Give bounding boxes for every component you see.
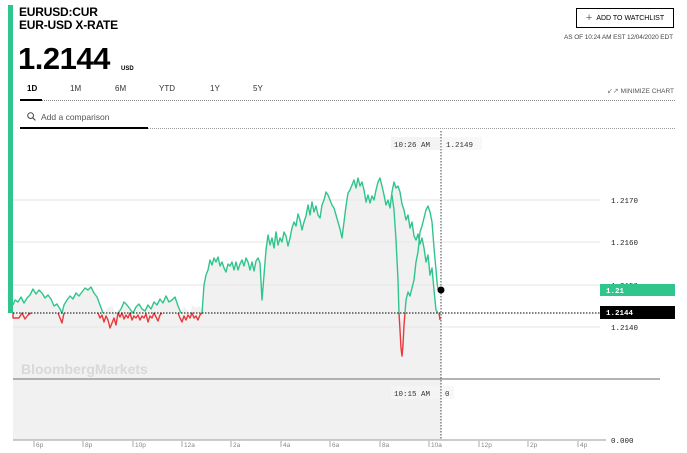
crosshair-time-bg — [391, 137, 440, 150]
crosshair-price-bg — [442, 137, 482, 150]
tab-1y[interactable]: 1Y — [210, 84, 220, 93]
comparison-search[interactable] — [20, 106, 148, 127]
tab-ytd[interactable]: YTD — [159, 84, 175, 93]
price-area — [13, 178, 441, 379]
chart-top-divider — [148, 128, 675, 129]
y-tick-1.2160: 1.2160 — [611, 240, 639, 248]
search-icon — [27, 112, 36, 121]
active-tab-indicator — [20, 99, 42, 101]
x-tick-10a: 10a — [431, 442, 442, 449]
price-line-up — [391, 194, 400, 314]
price-line-down — [438, 312, 441, 321]
bloomberg-watermark: BloombergMarkets — [21, 361, 148, 377]
price-line-down — [398, 312, 406, 357]
price-line-up — [117, 295, 182, 314]
crosshair-price: 1.2149 — [446, 142, 473, 150]
previous-close-flag-label: 1.2144 — [606, 310, 634, 318]
watchlist-label: ADD TO WATCHLIST — [596, 14, 665, 22]
x-tick-4p: 4p — [580, 442, 588, 449]
x-tick-12a: 12a — [184, 442, 195, 449]
as-of-timestamp: AS OF 10:24 AM EST 12/04/2020 EDT — [564, 34, 673, 41]
collapse-arrows-icon: ↙↗ — [606, 88, 619, 95]
x-tick-6a: 6a — [332, 442, 340, 449]
tab-6m[interactable]: 6M — [115, 84, 127, 93]
minimize-label: MINIMIZE CHART — [620, 88, 674, 95]
x-tick-10p: 10p — [135, 442, 146, 449]
tabs-divider — [42, 100, 675, 101]
crosshair-volume-time-bg — [391, 386, 440, 399]
x-tick-8a: 8a — [382, 442, 390, 449]
add-to-watchlist-button[interactable]: + ADD TO WATCHLIST — [576, 8, 674, 28]
current-price-flag — [600, 284, 675, 296]
price-currency: USD — [121, 66, 134, 72]
crosshair-volume-time: 10:15 AM — [394, 391, 431, 399]
current-price-flag-label: 1.21 — [606, 288, 625, 296]
x-tick-8p: 8p — [85, 442, 93, 449]
instrument-name: EUR-USD X-RATE — [19, 18, 118, 32]
accent-bar — [8, 5, 13, 313]
tab-1d[interactable]: 1D — [27, 84, 38, 93]
x-axis: 6p 8p 10p 12a 2a 4a 6a 8a 10a 12p 2p 4p — [33, 441, 588, 449]
price-line-up — [12, 286, 104, 314]
crosshair-volume-bg — [442, 386, 454, 399]
price-line-down — [12, 312, 32, 320]
crosshair-point — [437, 286, 445, 294]
previous-close-flag — [600, 306, 675, 319]
x-tick-6p: 6p — [36, 442, 44, 449]
y-tick-1.2170: 1.2170 — [611, 198, 639, 206]
volume-tick: 0.000 — [611, 438, 634, 446]
price-line-down — [57, 312, 65, 324]
plus-icon: + — [585, 12, 593, 24]
x-tick-2p: 2p — [530, 442, 538, 449]
tab-1m[interactable]: 1M — [70, 84, 82, 93]
x-tick-2a: 2a — [233, 442, 241, 449]
y-tick-1.2140: 1.2140 — [611, 325, 639, 333]
x-tick-4a: 4a — [283, 442, 291, 449]
current-price: 1.2144 — [18, 41, 110, 76]
x-tick-12p: 12p — [481, 442, 492, 449]
comparison-underline — [20, 127, 148, 129]
volume-future-area — [441, 379, 660, 440]
minimize-chart-button[interactable]: ↙↗ MINIMIZE CHART — [607, 87, 674, 95]
ticker-symbol: EURUSD:CUR — [19, 5, 98, 19]
price-line-up — [404, 205, 439, 314]
price-line-up — [201, 177, 439, 314]
timeframe-tabs: 1D 1M 6M YTD 1Y 5Y — [20, 84, 675, 98]
price-line-down — [177, 312, 203, 323]
crosshair-time: 10:26 AM — [394, 142, 431, 150]
crosshair-volume-value: 0 — [445, 391, 450, 399]
tab-5y[interactable]: 5Y — [253, 84, 263, 93]
comparison-input[interactable] — [41, 111, 141, 122]
